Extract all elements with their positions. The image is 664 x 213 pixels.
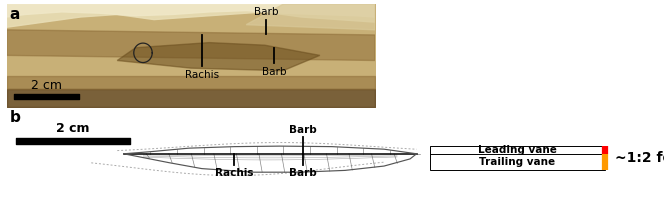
Text: Barb: Barb bbox=[262, 67, 286, 77]
Polygon shape bbox=[7, 4, 375, 17]
Text: Barb: Barb bbox=[254, 7, 279, 17]
Text: ~1:2 feather asymmetry: ~1:2 feather asymmetry bbox=[615, 151, 664, 165]
Polygon shape bbox=[118, 43, 320, 71]
Polygon shape bbox=[7, 30, 375, 60]
Text: Rachis: Rachis bbox=[185, 70, 219, 80]
Polygon shape bbox=[246, 4, 375, 30]
Polygon shape bbox=[7, 4, 375, 27]
Text: 2 cm: 2 cm bbox=[31, 79, 62, 92]
Text: Barb: Barb bbox=[289, 168, 317, 178]
Text: Trailing vane: Trailing vane bbox=[479, 157, 556, 167]
Text: Rachis: Rachis bbox=[215, 168, 254, 178]
Text: a: a bbox=[9, 7, 20, 22]
Text: 2 cm: 2 cm bbox=[56, 122, 90, 135]
Text: b: b bbox=[10, 109, 21, 125]
Text: Barb: Barb bbox=[289, 125, 317, 135]
Text: Leading vane: Leading vane bbox=[478, 145, 557, 155]
